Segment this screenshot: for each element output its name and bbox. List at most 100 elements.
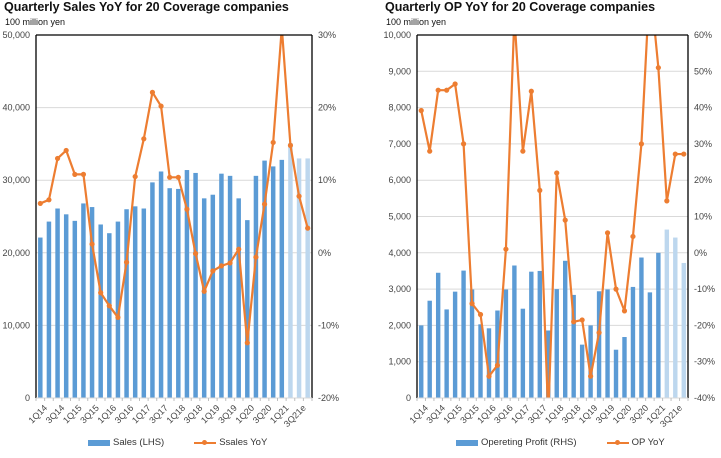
yoy-point [444, 87, 450, 93]
yoy-point [201, 288, 207, 294]
yoy-point [192, 250, 199, 257]
yoy-point [512, 14, 517, 19]
yoy-point [503, 246, 509, 252]
yoy-point [158, 103, 164, 109]
bar [529, 271, 534, 398]
bar [512, 265, 517, 398]
legend-label: Ssales YoY [219, 437, 268, 448]
yoy-point [486, 373, 492, 379]
y-left-tick-label: 30,000 [2, 175, 30, 185]
y-right-tick-label: 20% [694, 175, 712, 185]
legend-item-sales-yoy: Ssales YoY [194, 437, 267, 448]
y-left-tick-label: 10,000 [2, 320, 30, 330]
y-right-tick-label: 10% [318, 175, 336, 185]
x-tick-label: 1Q19 [199, 403, 222, 426]
y-right-tick-label: 20% [318, 103, 336, 113]
legend-line-swatch [606, 439, 629, 445]
yoy-point [613, 286, 619, 292]
legend-label: Opereting Profit (RHS) [481, 437, 577, 448]
y-left-tick-label: 7,000 [388, 139, 411, 149]
yoy-point [579, 317, 585, 323]
yoy-point [123, 259, 130, 265]
yoy-point [227, 260, 233, 266]
legend-item-op: Opereting Profit (RHS) [456, 437, 577, 448]
yoy-point [63, 147, 69, 154]
yoy-point [98, 290, 104, 296]
yoy-point [596, 330, 602, 336]
yoy-point [630, 233, 636, 240]
x-tick-label: 1Q14 [27, 403, 50, 426]
bar [579, 344, 585, 398]
bar [647, 292, 653, 398]
bar [63, 214, 69, 398]
bar [503, 289, 509, 398]
chart-title: Quarterly Sales YoY for 20 Coverage comp… [4, 0, 289, 14]
bar [132, 206, 138, 398]
bar [193, 172, 198, 398]
y-right-tick-label: 30% [694, 139, 712, 149]
x-tick-label: 3Q17 [147, 403, 170, 426]
y-right-tick-label: -30% [694, 357, 715, 367]
bar [469, 289, 475, 398]
bar [444, 309, 449, 398]
legend: Opereting Profit (RHS) OP YoY [456, 437, 695, 448]
y-right-tick-label: 60% [694, 30, 712, 40]
bar [288, 143, 293, 398]
yoy-point [236, 246, 242, 252]
yoy-point [132, 173, 138, 180]
yoy-point [253, 254, 259, 260]
yoy-point [469, 301, 475, 307]
bar [201, 198, 207, 398]
bar [184, 170, 190, 398]
sales-chart: 0 10,000 20,000 30,000 40,000 50,000 -20% -10% 0… [2, 30, 339, 429]
yoy-point [528, 88, 534, 94]
y-right-tick-label: 50% [694, 66, 712, 76]
yoy-point [115, 314, 121, 321]
yoy-point [494, 362, 501, 368]
y-right-tick-label: -20% [694, 320, 715, 330]
bar [419, 325, 424, 398]
y-left-tick-label: 20,000 [2, 248, 30, 258]
bar [452, 291, 458, 398]
legend: Sales (LHS) Ssales YoY [88, 437, 297, 448]
yoy-point [554, 170, 560, 176]
y-left-tick-label: 10,000 [383, 30, 411, 40]
bar [245, 220, 250, 398]
bar [554, 289, 559, 398]
x-tick-label: 3Q15 [78, 403, 101, 426]
yoy-point [435, 87, 441, 93]
y-left-tick-label: 0 [406, 393, 411, 403]
bar [98, 224, 103, 398]
bar [630, 286, 636, 398]
unit-label: 100 million yen [5, 17, 66, 27]
yoy-point [54, 155, 61, 162]
y-right-tick-label: -20% [318, 393, 339, 403]
yoy-point [106, 303, 112, 309]
bar [486, 328, 492, 398]
yoy-point [520, 148, 526, 154]
legend-item-sales: Sales (LHS) [88, 437, 164, 448]
yoy-point [672, 151, 678, 157]
bar [227, 175, 233, 398]
x-tick-label: 1Q17 [130, 403, 153, 426]
bar [236, 198, 241, 398]
op-chart-panel: Quarterly OP YoY for 20 Coverage compani… [361, 0, 721, 458]
legend-line-swatch [194, 439, 217, 445]
y-left-tick-label: 0 [25, 393, 30, 403]
yoy-line [420, 35, 684, 398]
y-right-tick-label: 40% [694, 103, 712, 113]
yoy-point [175, 174, 181, 180]
bar [279, 159, 285, 398]
x-tick-label: 1Q20 [234, 403, 257, 426]
bar [681, 262, 686, 398]
bar [107, 233, 112, 398]
bar [46, 221, 52, 398]
x-tick-label: 1Q16 [96, 403, 119, 426]
bar [150, 182, 155, 398]
bar [520, 308, 526, 398]
x-tick-label: 3Q19 [216, 403, 239, 426]
bar [296, 158, 302, 398]
yoy-point [80, 171, 87, 177]
yoy-point [418, 107, 424, 114]
yoy-point [452, 81, 458, 87]
